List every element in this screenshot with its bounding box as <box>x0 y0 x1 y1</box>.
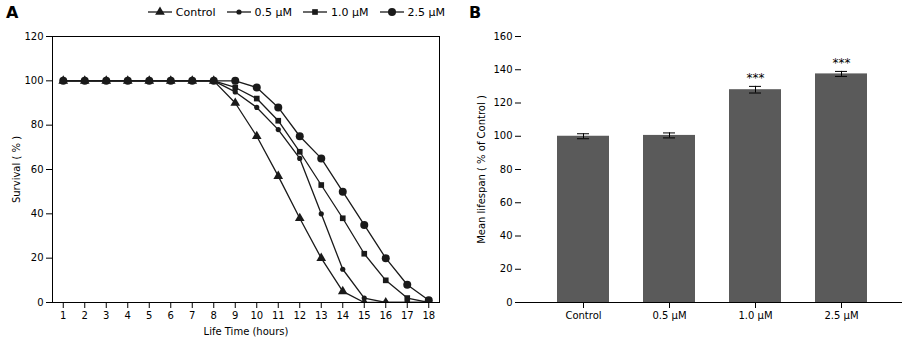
svg-text:18: 18 <box>422 310 435 321</box>
svg-text:3: 3 <box>103 310 109 321</box>
svg-text:140: 140 <box>493 64 512 75</box>
svg-text:60: 60 <box>31 164 44 175</box>
svg-text:2.5 μM: 2.5 μM <box>824 310 858 321</box>
html-text:0.5 μM: 0.5 μM <box>254 5 292 19</box>
svg-text:120: 120 <box>24 31 43 42</box>
svg-text:4: 4 <box>125 310 131 321</box>
svg-text:80: 80 <box>31 119 44 130</box>
html-text:Control: Control <box>175 5 216 19</box>
svg-text:Life Time (hours): Life Time (hours) <box>204 326 289 337</box>
svg-text:100: 100 <box>493 130 512 141</box>
svg-text:0.5 μM: 0.5 μM <box>652 310 686 321</box>
svg-text:7: 7 <box>189 310 195 321</box>
svg-text:2: 2 <box>82 310 88 321</box>
svg-text:100: 100 <box>24 75 43 86</box>
svg-text:10: 10 <box>250 310 263 321</box>
svg-text:20: 20 <box>500 263 513 274</box>
svg-text:120: 120 <box>493 97 512 108</box>
svg-text:***: *** <box>747 71 765 85</box>
svg-text:13: 13 <box>315 310 328 321</box>
svg-text:11: 11 <box>272 310 285 321</box>
svg-text:Mean lifespan ( % of Control ): Mean lifespan ( % of Control ) <box>476 95 487 244</box>
svg-text:15: 15 <box>358 310 371 321</box>
svg-text:12: 12 <box>293 310 306 321</box>
svg-text:***: *** <box>833 56 851 70</box>
svg-text:Control: Control <box>565 310 601 321</box>
svg-text:20: 20 <box>31 252 44 263</box>
svg-text:16: 16 <box>379 310 392 321</box>
svg-text:8: 8 <box>211 310 217 321</box>
svg-text:40: 40 <box>500 230 513 241</box>
html-text:B: B <box>469 2 482 22</box>
svg-text:160: 160 <box>493 31 512 42</box>
html-text:A: A <box>6 2 19 22</box>
svg-text:0: 0 <box>506 297 512 308</box>
svg-text:14: 14 <box>336 310 349 321</box>
svg-text:1.0 μM: 1.0 μM <box>738 310 772 321</box>
svg-text:1: 1 <box>60 310 66 321</box>
svg-text:80: 80 <box>500 164 513 175</box>
svg-text:5: 5 <box>146 310 152 321</box>
svg-text:40: 40 <box>31 208 44 219</box>
html-text:2.5 μM: 2.5 μM <box>407 5 445 19</box>
svg-text:60: 60 <box>500 197 513 208</box>
svg-text:17: 17 <box>401 310 414 321</box>
svg-text:9: 9 <box>232 310 238 321</box>
html-text:1.0 μM: 1.0 μM <box>331 5 369 19</box>
svg-text:6: 6 <box>168 310 174 321</box>
svg-text:0: 0 <box>37 297 43 308</box>
svg-text:Survival ( % ): Survival ( % ) <box>11 136 22 203</box>
